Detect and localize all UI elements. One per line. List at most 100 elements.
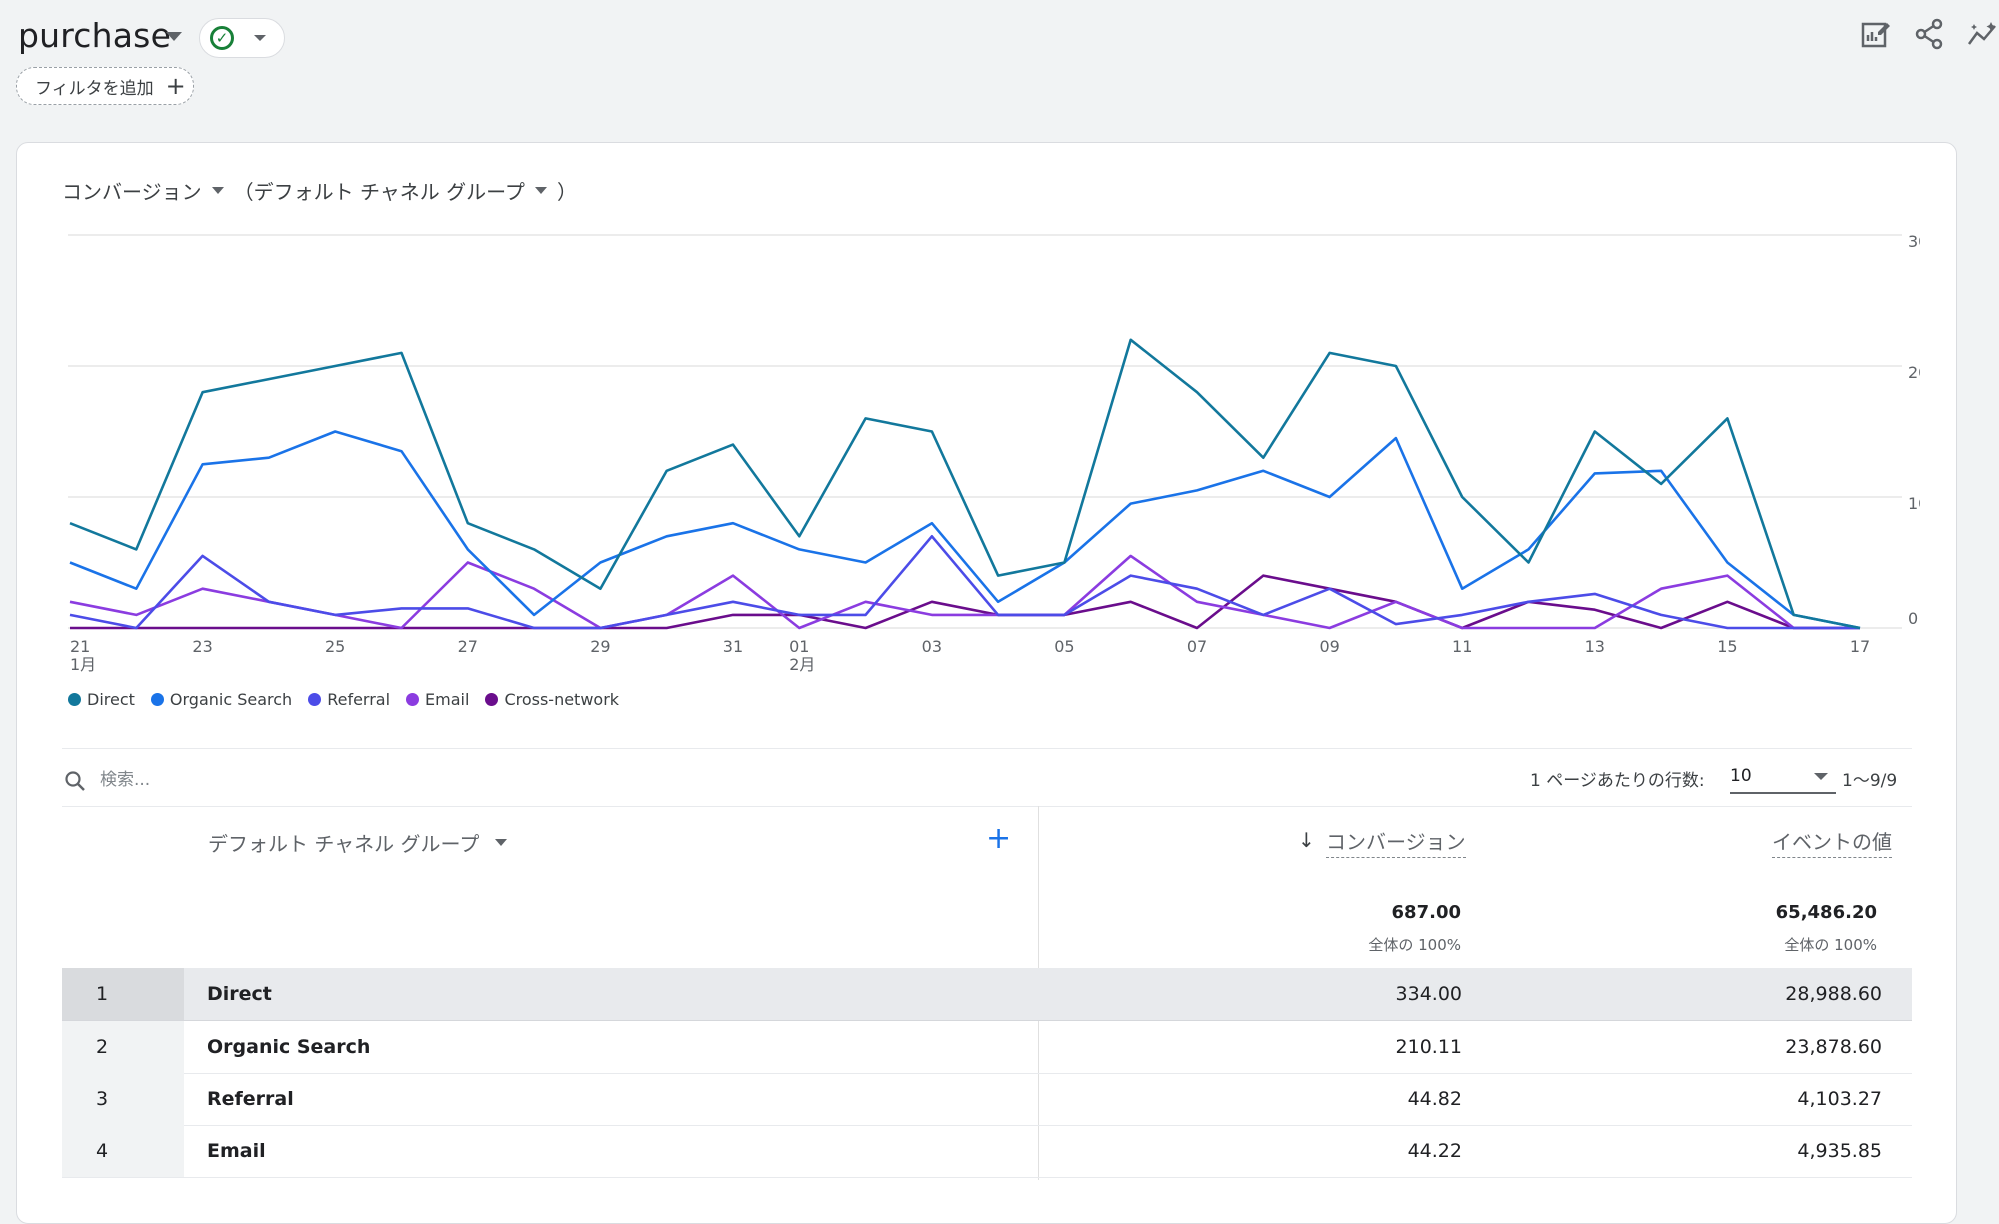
legend-label: Referral [327,690,391,709]
dimension-selector-label[interactable]: （デフォルト チャネル グループ [233,180,525,204]
chart-heading: コンバージョン （デフォルト チャネル グループ ） [62,176,577,205]
legend-item[interactable]: Email [406,690,469,709]
x-tick-label: 01 [789,637,809,656]
metric-dropdown-icon[interactable] [211,187,224,194]
toolbar [1859,18,1999,50]
conversions-total: 687.00 [1391,902,1461,923]
month-label: 2月 [789,655,815,674]
sort-descending-icon[interactable]: ↓ [1298,828,1315,852]
x-tick-label: 09 [1319,637,1339,656]
legend-label: Cross-network [504,690,620,709]
row-index-cell: 1 [62,968,184,1020]
x-tick-label: 17 [1850,637,1870,656]
legend-dot-icon [308,693,322,706]
status-chip[interactable]: ✓ [199,18,285,58]
chevron-down-icon [495,839,508,846]
legend-dot-icon [68,693,81,706]
chart-legend: Direct Organic Search Referral Email Cross-n… [68,690,619,709]
add-filter-button[interactable]: フィルタを追加 + [16,67,194,105]
x-tick-label: 03 [922,637,942,656]
series-line-cross-network[interactable] [70,574,1860,630]
series-line-organic-search[interactable] [69,430,1861,630]
y-tick-label: 10 [1908,494,1920,513]
divider [62,806,1912,807]
x-tick-label: 27 [458,637,478,656]
add-dimension-button[interactable]: + [986,821,1012,856]
chevron-down-icon [1814,772,1828,780]
row-index: 4 [96,1140,109,1162]
table-row[interactable]: 1 Direct 334.00 28,988.60 [62,968,1912,1021]
series-line-direct[interactable] [69,338,1861,630]
legend-item[interactable]: Organic Search [150,690,293,709]
x-tick-label: 23 [192,637,212,656]
row-channel: Email [207,1140,266,1162]
table-row[interactable]: 4 Email 44.22 4,935.85 [62,1125,1912,1178]
table-row[interactable]: 3 Referral 44.82 4,103.27 [62,1073,1912,1126]
row-event-value: 4,935.85 [1797,1140,1882,1162]
divider [62,748,1912,749]
legend-label: Email [425,690,470,709]
metric-selector-label[interactable]: コンバージョン [62,180,202,204]
line-chart: 0 10 20 30 21 23 25 27 29 31 01 03 05 07 09 11 13 15 17 1月 2… [68,232,1920,674]
y-tick-label: 20 [1908,363,1920,382]
row-event-value: 28,988.60 [1785,983,1882,1005]
share-icon[interactable] [1913,18,1945,50]
dimension-close-paren: ） [556,180,577,204]
y-tick-label: 0 [1908,609,1918,628]
plus-icon: + [165,72,186,100]
row-index: 3 [96,1088,109,1110]
row-event-value: 4,103.27 [1797,1088,1882,1110]
legend-label: Direct [87,690,135,709]
rows-per-page-label: 1 ページあたりの行数: [1530,771,1705,791]
series-line-referral[interactable] [69,534,1860,630]
series-line-email[interactable] [69,554,1860,630]
x-tick-label: 15 [1717,637,1737,656]
row-conversions: 44.22 [1407,1140,1462,1162]
dimension-dropdown-icon[interactable] [534,187,547,194]
x-tick-label: 31 [723,637,743,656]
row-conversions: 334.00 [1395,983,1462,1005]
dimension-column-header[interactable]: デフォルト チャネル グループ [208,828,517,857]
add-filter-label: フィルタを追加 [35,78,154,99]
row-channel: Referral [207,1088,294,1110]
edit-report-icon[interactable] [1859,18,1891,50]
check-circle-icon: ✓ [210,26,234,50]
legend-dot-icon [485,693,499,706]
rows-per-page-select[interactable]: 10 [1730,760,1836,794]
legend-item[interactable]: Direct [68,690,135,709]
row-index: 2 [96,1036,109,1058]
x-tick-label: 11 [1452,637,1472,656]
row-event-value: 23,878.60 [1785,1036,1882,1058]
report-card [16,142,1957,1224]
legend-item[interactable]: Referral [308,690,390,709]
row-index: 1 [96,983,109,1005]
chevron-down-icon [254,35,266,41]
x-tick-label: 29 [590,637,610,656]
conversions-total-share: 全体の 100% [1368,936,1461,954]
rows-per-page-value: 10 [1730,766,1752,786]
x-tick-label: 21 [70,637,90,656]
legend-item[interactable]: Cross-network [485,690,619,709]
event-value-total: 65,486.20 [1775,902,1877,923]
event-value-column-header[interactable]: イベントの値 [1772,826,1892,858]
month-label: 1月 [70,655,96,674]
x-tick-label: 13 [1585,637,1605,656]
legend-dot-icon [406,693,420,706]
x-tick-label: 07 [1187,637,1207,656]
legend-dot-icon [150,693,164,706]
row-index-cell: 3 [62,1073,184,1125]
conversions-column-header[interactable]: コンバージョン [1326,826,1466,858]
table-row[interactable]: 2 Organic Search 210.11 23,878.60 [62,1021,1912,1074]
page-title: purchase [18,16,172,55]
y-tick-label: 30 [1908,232,1920,251]
x-tick-label: 05 [1054,637,1074,656]
title-dropdown-icon[interactable] [166,32,182,41]
event-value-total-share: 全体の 100% [1784,936,1877,954]
page-range: 1〜9/9 [1842,771,1898,791]
search-icon [65,771,85,791]
dimension-header-label: デフォルト チャネル グループ [208,832,480,856]
search-input[interactable] [98,764,502,796]
legend-label: Organic Search [169,690,293,709]
row-index-cell: 4 [62,1125,184,1177]
insights-icon[interactable] [1967,18,1999,50]
